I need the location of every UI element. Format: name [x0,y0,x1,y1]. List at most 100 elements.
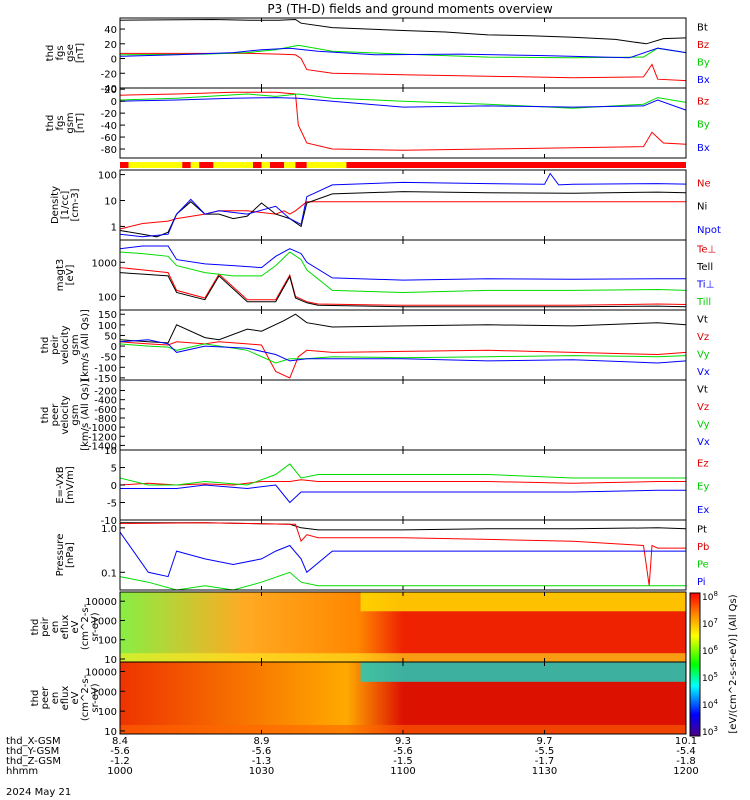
y-tick-label: 10000 [85,667,117,678]
legend-Vx: Vx [697,437,710,448]
y-tick-label: 10 [104,197,117,208]
y-axis-label: thd fgs gse [nT] [45,43,86,63]
y-tick-label: -10 [101,516,117,527]
colorbar-label: [eV/(cm^2-s-sr-eV)] (All Qs) [728,594,739,733]
legend-Vy: Vy [697,419,710,430]
panel-frame [119,379,687,451]
legend-Pe: Pe [697,559,709,570]
y-tick-label: -1000 [88,423,117,434]
chart-title: P3 (TH-D) fields and ground moments over… [267,2,552,16]
series-Pb [119,522,686,586]
y-tick-label: 0.1 [101,568,117,579]
y-axis-label-line: [km/s (All Qs)] [80,309,91,381]
y-tick-label: 0 [111,342,117,353]
y-axis-label-line: eV [70,620,81,633]
series-Till [119,251,687,294]
y-tick-label: -1400 [88,441,117,452]
legend-Tell: Tell [696,262,713,273]
y-tick-label: 50 [104,331,117,342]
y-tick-label: 10000 [85,597,117,608]
y-tick-label: 1000 [92,687,117,698]
series-Vy [119,343,687,364]
y-axis-label-line: en [50,621,61,634]
y-axis-label-line: gsm [70,334,81,355]
y-axis-label-line: [nT] [75,113,86,133]
y-axis-label-line: (cm^2-s- [80,674,91,721]
panel-frame [119,169,687,241]
panel-efield: 10 5 0 -5 -10 E=-VxB [mV/m] Ez Ey Ex [55,446,709,527]
series-Ni [119,191,687,238]
y-axis-label-line: peir [50,334,61,354]
y-tick-label: -50 [101,353,117,364]
series-Vz [119,341,687,379]
x-row-value: -1.7 [535,756,555,767]
legend-Ni: Ni [697,202,707,213]
y-axis-label: E=-VxB [mV/m] [55,466,76,504]
y-axis-label-line: thd [40,407,51,424]
panel-fgs_gse: 40 20 0 -20 -40 thd fgs gse [nT] Bt Bz By Bx [45,17,710,95]
y-axis-label-line: E=-VxB [55,466,66,503]
y-tick-label: 10 [104,727,117,738]
mode-segment [199,162,214,168]
y-axis-label-line: eV [70,691,81,704]
mode-segment [253,162,262,168]
y-axis-label-line: peer [50,403,61,427]
y-tick-label: 0 [111,55,117,66]
y-tick-label: -60 [101,133,117,144]
x-row-value: 1030 [249,766,274,777]
panel-frame [119,519,687,591]
colorbar-tick: 107 [702,617,718,630]
panel-pressure: 1.0 0.1 Pressure [nPa] Pt Pb Pe Pi [55,519,709,591]
x-row-value: 1130 [532,766,557,777]
legend-Bz: Bz [697,96,709,107]
y-axis-label-line: thd [45,115,56,132]
y-tick-label: 5 [111,464,117,475]
y-tick-label: -80 [101,145,117,156]
y-axis-label-line: Density [50,186,61,224]
x-row-value: 8.4 [112,736,128,747]
series-Ex [120,484,686,504]
y-axis-label-line: magt3 [55,259,66,292]
y-axis-label-line: (cm^2-s- [80,603,91,650]
legend-Pt: Pt [697,524,707,535]
x-axis-labels: thd_X-GSM 8.4 8.9 9.3 9.7 10.1 thd_Y-GSM -5.6 -5… [6,736,699,777]
y-axis-label-line: [nT] [75,43,86,63]
mode-segment [346,162,686,168]
legend-Till: Till [696,297,711,308]
series-Pi [119,531,686,578]
x-row-value: 9.7 [537,736,553,747]
y-tick-label: 100 [98,171,117,182]
y-axis-label-line: fgs [55,45,66,60]
y-axis-label-line: [nPa] [65,542,76,568]
y-axis-label-line: Pressure [55,534,66,577]
y-tick-label: -600 [94,405,117,416]
y-tick-label: 100 [98,636,117,647]
y-axis-label-line: peer [40,686,51,710]
series-Ti⊥ [119,245,686,281]
y-tick-label: -20 [101,109,117,120]
x-row-label: hhmm [6,766,38,777]
legend-Bz: Bz [697,40,709,51]
legend-Ez: Ez [697,458,709,469]
y-tick-label: 100 [98,707,117,718]
series-Bt [119,18,687,45]
series-By [119,93,687,109]
series-Ey [119,463,686,486]
y-tick-label: 1.0 [101,524,117,535]
y-axis-label-line: [km/s (All Qs)] [80,379,91,451]
legend-Ti⊥: Ti⊥ [696,279,714,290]
series-Pe [119,571,686,591]
spectrogram-low-band [120,724,686,734]
legend-Ey: Ey [697,482,709,493]
series-Tell [119,272,687,308]
legend-By: By [697,120,710,131]
y-axis-label: Density [1/cc] [cm-3] [50,186,81,224]
y-axis-label: thd peir velocity gsm [km/s (All Qs)] [40,309,91,381]
y-axis-label-line: velocity [60,395,71,434]
legend-Te⊥: Te⊥ [696,244,716,255]
spectrogram-high-band [360,592,686,612]
y-axis-label-line: thd [30,690,41,707]
legend-Bx: Bx [697,143,710,154]
